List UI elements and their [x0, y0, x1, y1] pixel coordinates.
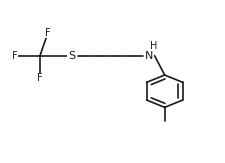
Text: F: F: [37, 73, 43, 83]
Text: H: H: [150, 41, 157, 51]
Text: F: F: [12, 51, 18, 61]
Text: F: F: [45, 28, 50, 38]
Text: N: N: [144, 51, 153, 61]
Text: S: S: [68, 51, 75, 61]
